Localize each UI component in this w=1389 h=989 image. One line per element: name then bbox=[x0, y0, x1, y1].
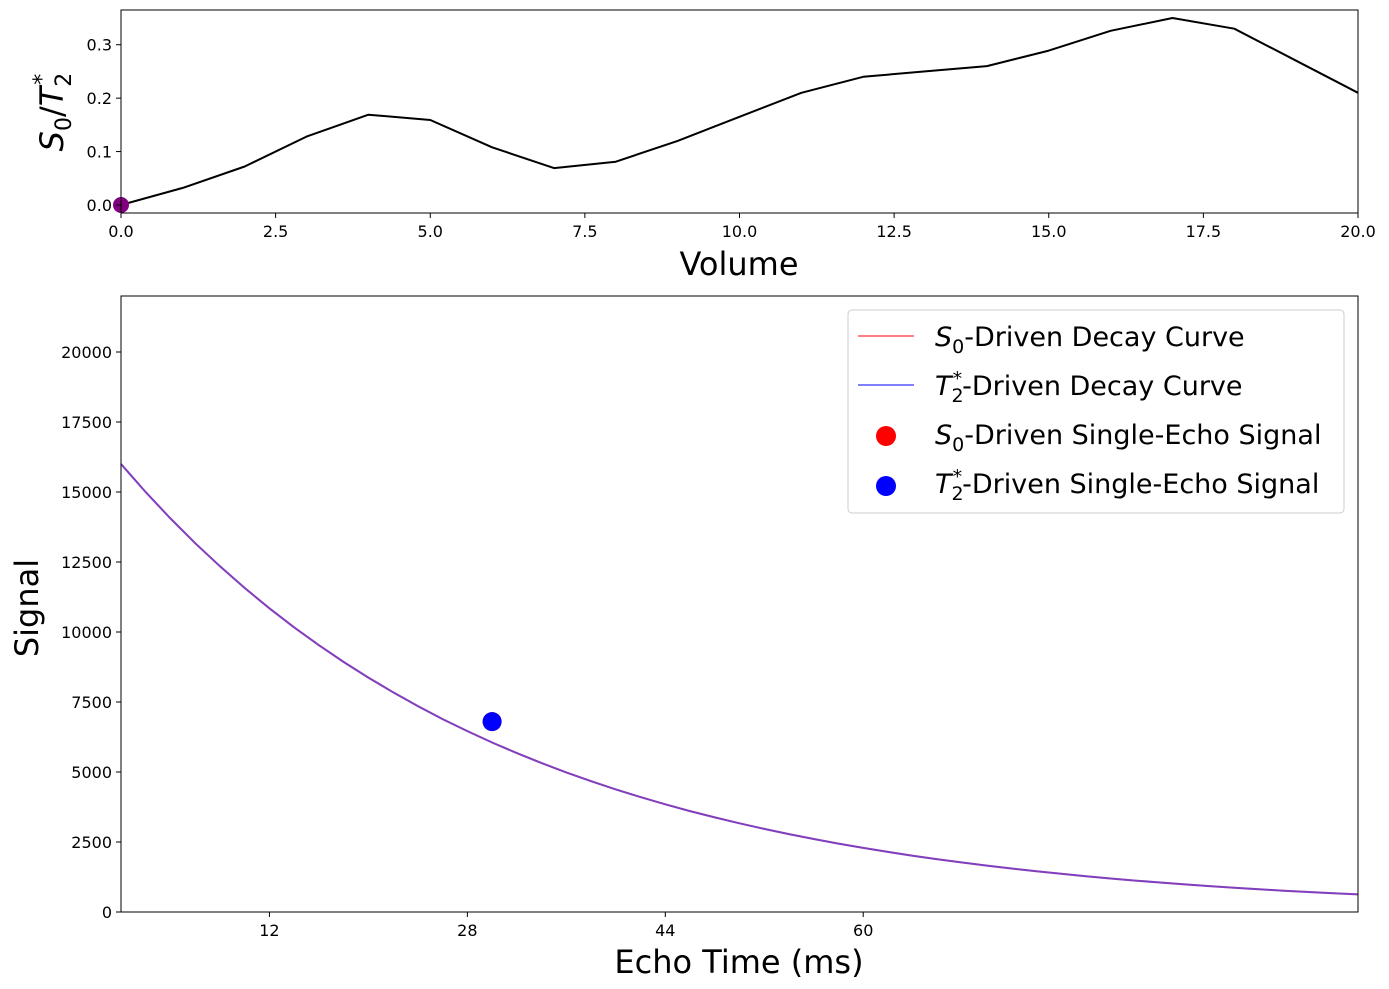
legend-entry-s0-decay: S0-Driven Decay Curve bbox=[858, 322, 1245, 358]
legend-marker-t2 bbox=[876, 476, 896, 496]
x-tick-label: 17.5 bbox=[1186, 222, 1222, 241]
bottom-panel: 12 28 44 60 0 2500 5000 7500 10000 12500 15000 175… bbox=[8, 295, 1359, 981]
legend-entry-t2-single: T2*-Driven Single-Echo Signal bbox=[876, 466, 1319, 505]
top-data-lines bbox=[113, 17, 1359, 213]
legend-entry-s0-single: S0-Driven Single-Echo Signal bbox=[876, 420, 1321, 456]
y-tick-label: 12500 bbox=[61, 553, 112, 572]
y-tick-label: 7500 bbox=[71, 693, 112, 712]
x-tick-label: 20.0 bbox=[1340, 222, 1376, 241]
x-tick-label: 12 bbox=[259, 921, 279, 940]
y-tick-label: 0.1 bbox=[87, 143, 112, 162]
legend-label-t2-single: T2*-Driven Single-Echo Signal bbox=[935, 466, 1319, 505]
y-tick-label: 0.2 bbox=[87, 89, 112, 108]
legend-label-t2-decay: T2*-Driven Decay Curve bbox=[935, 368, 1243, 407]
volume-series-line bbox=[120, 17, 1359, 206]
top-y-axis-label: S0/T2* bbox=[30, 73, 77, 152]
legend-box bbox=[847, 309, 1345, 514]
y-tick-label: 0.0 bbox=[87, 196, 112, 215]
x-tick-label: 28 bbox=[457, 921, 477, 940]
bottom-data-lines bbox=[120, 463, 1359, 896]
x-tick-label: 10.0 bbox=[722, 222, 758, 241]
bottom-x-ticks: 12 28 44 60 bbox=[259, 912, 873, 940]
legend-entry-t2-decay: T2*-Driven Decay Curve bbox=[858, 368, 1243, 407]
legend-marker-s0 bbox=[876, 426, 896, 446]
top-x-ticks: 0.0 2.5 5.0 7.5 10.0 12.5 15.0 17.5 20.0 bbox=[108, 213, 1376, 241]
top-x-axis-label: Volume bbox=[679, 245, 798, 283]
y-tick-label: 17500 bbox=[61, 413, 112, 432]
x-tick-label: 7.5 bbox=[572, 222, 597, 241]
y-tick-label: 0 bbox=[102, 903, 112, 922]
bottom-y-axis-label: Signal bbox=[8, 559, 46, 657]
top-y-ticks: 0.0 0.1 0.2 0.3 bbox=[87, 36, 121, 215]
x-tick-label: 12.5 bbox=[876, 222, 912, 241]
top-panel: 0.0 2.5 5.0 7.5 10.0 12.5 15.0 17.5 20.0 0.00.10… bbox=[30, 9, 1376, 283]
bottom-axes-frame bbox=[120, 295, 1359, 913]
t2-single-echo-point bbox=[482, 712, 502, 732]
s0-decay-curve bbox=[120, 463, 1359, 896]
y-tick-label: 5000 bbox=[71, 763, 112, 782]
t2-decay-curve bbox=[120, 463, 1359, 896]
legend-label-s0-decay: S0-Driven Decay Curve bbox=[935, 322, 1245, 358]
legend-label-s0-single: S0-Driven Single-Echo Signal bbox=[935, 420, 1321, 456]
x-tick-label: 60 bbox=[853, 921, 873, 940]
y-tick-label: 2500 bbox=[71, 833, 112, 852]
y-tick-label: 10000 bbox=[61, 623, 112, 642]
x-tick-label: 2.5 bbox=[263, 222, 288, 241]
y-tick-label: 15000 bbox=[61, 483, 112, 502]
top-axes-frame bbox=[120, 9, 1359, 214]
x-tick-label: 0.0 bbox=[108, 222, 133, 241]
x-tick-label: 15.0 bbox=[1031, 222, 1067, 241]
x-tick-label: 44 bbox=[655, 921, 675, 940]
legend: S0-Driven Decay Curve T2*-Driven Decay C… bbox=[847, 309, 1345, 514]
bottom-y-ticks: 0 2500 5000 7500 10000 12500 15000 17500 20000 bbox=[61, 343, 121, 922]
x-tick-label: 5.0 bbox=[418, 222, 443, 241]
bottom-x-axis-label: Echo Time (ms) bbox=[614, 943, 863, 981]
y-tick-label: 20000 bbox=[61, 343, 112, 362]
y-tick-label: 0.3 bbox=[87, 36, 112, 55]
